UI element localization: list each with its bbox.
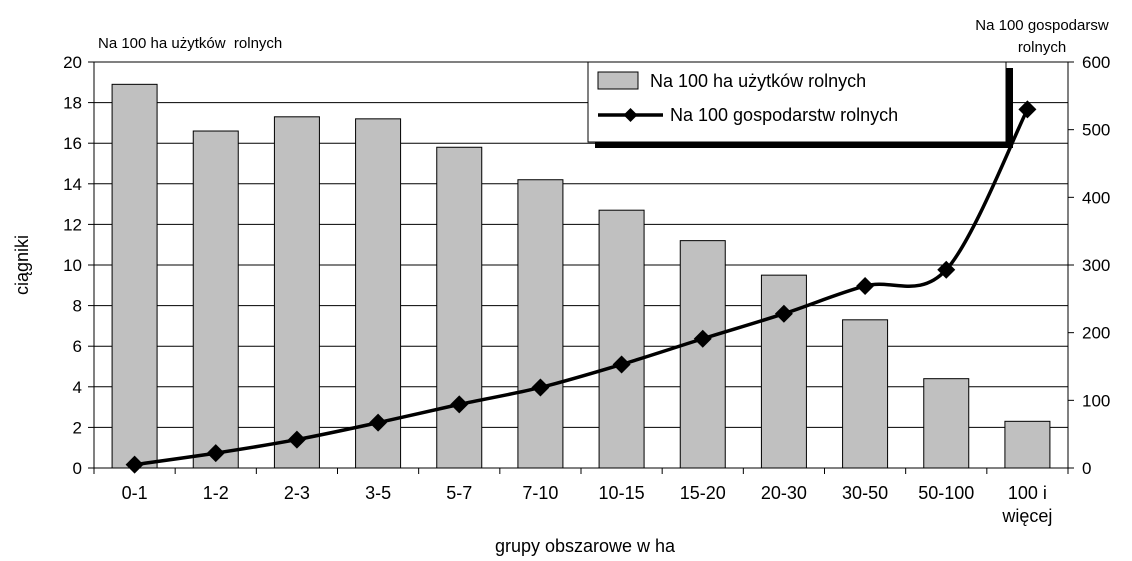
x-axis-title: grupy obszarowe w ha (495, 536, 676, 556)
legend-line-marker (623, 108, 638, 122)
diamond-marker (612, 355, 631, 374)
legend-box (587, 61, 1007, 143)
right-tick-label: 200 (1082, 324, 1110, 343)
bar (436, 146, 483, 469)
bar (760, 274, 807, 469)
diamond-marker (774, 304, 793, 323)
right-tick-label: 600 (1082, 53, 1110, 72)
x-tick-label: 0-1 (122, 483, 148, 503)
bar (679, 240, 726, 469)
bar (111, 83, 158, 469)
line-series (125, 100, 1037, 474)
right-axis-caption-line1: Na 100 gospodarsw (975, 17, 1109, 34)
right-tick-label: 300 (1082, 256, 1110, 275)
left-tick-label: 18 (63, 94, 82, 113)
series-line (134, 108, 1029, 467)
y-axis-title: ciągniki (12, 235, 32, 295)
diamond-marker (287, 430, 306, 449)
legend-bar-label: Na 100 ha użytków rolnych (650, 71, 866, 91)
right-axis-caption-line2: rolnych (1018, 39, 1066, 56)
left-tick-label: 4 (73, 378, 82, 397)
left-tick-label: 12 (63, 215, 82, 234)
bar (517, 179, 564, 469)
left-tick-label: 10 (63, 256, 82, 275)
x-tick-label: 50-100 (918, 483, 974, 503)
diamond-marker (693, 329, 712, 348)
x-tick-label: więcej (1001, 506, 1052, 526)
left-tick-label: 16 (63, 134, 82, 153)
left-tick-label: 2 (73, 418, 82, 437)
bar (1004, 420, 1051, 469)
left-tick-label: 6 (73, 337, 82, 356)
diamond-marker (856, 276, 875, 295)
legend: Na 100 ha użytków rolnych Na 100 gospoda… (587, 61, 1013, 148)
right-tick-label: 400 (1082, 188, 1110, 207)
x-tick-label: 100 i (1008, 483, 1047, 503)
bar (842, 319, 889, 469)
x-tick-label: 15-20 (680, 483, 726, 503)
x-tick-label: 10-15 (599, 483, 645, 503)
diamond-marker (125, 455, 144, 474)
bar (273, 116, 320, 469)
bar (923, 378, 970, 469)
diamond-marker (531, 378, 550, 397)
diamond-marker (206, 444, 225, 463)
x-tick-label: 5-7 (446, 483, 472, 503)
left-axis-caption: Na 100 ha użytków rolnych (98, 35, 282, 52)
right-tick-label: 0 (1082, 459, 1091, 478)
x-tick-label: 30-50 (842, 483, 888, 503)
x-tick-label: 20-30 (761, 483, 807, 503)
x-tick-label: 7-10 (522, 483, 558, 503)
left-tick-label: 14 (63, 175, 82, 194)
right-tick-label: 500 (1082, 121, 1110, 140)
legend-bar-swatch (597, 71, 639, 90)
legend-line-label: Na 100 gospodarstw rolnych (670, 105, 898, 125)
diamond-marker (1018, 100, 1037, 119)
x-tick-label: 1-2 (203, 483, 229, 503)
bar (192, 130, 239, 469)
axes (88, 61, 1074, 474)
left-tick-label: 8 (73, 297, 82, 316)
diamond-marker (369, 413, 388, 432)
x-tick-label: 2-3 (284, 483, 310, 503)
bar (598, 209, 645, 469)
x-tick-label: 3-5 (365, 483, 391, 503)
diamond-marker (937, 260, 956, 279)
bar-series (111, 83, 1051, 469)
left-tick-label: 0 (73, 459, 82, 478)
bar (355, 118, 402, 469)
left-tick-label: 20 (63, 53, 82, 72)
diamond-marker (450, 395, 469, 414)
right-tick-label: 100 (1082, 391, 1110, 410)
